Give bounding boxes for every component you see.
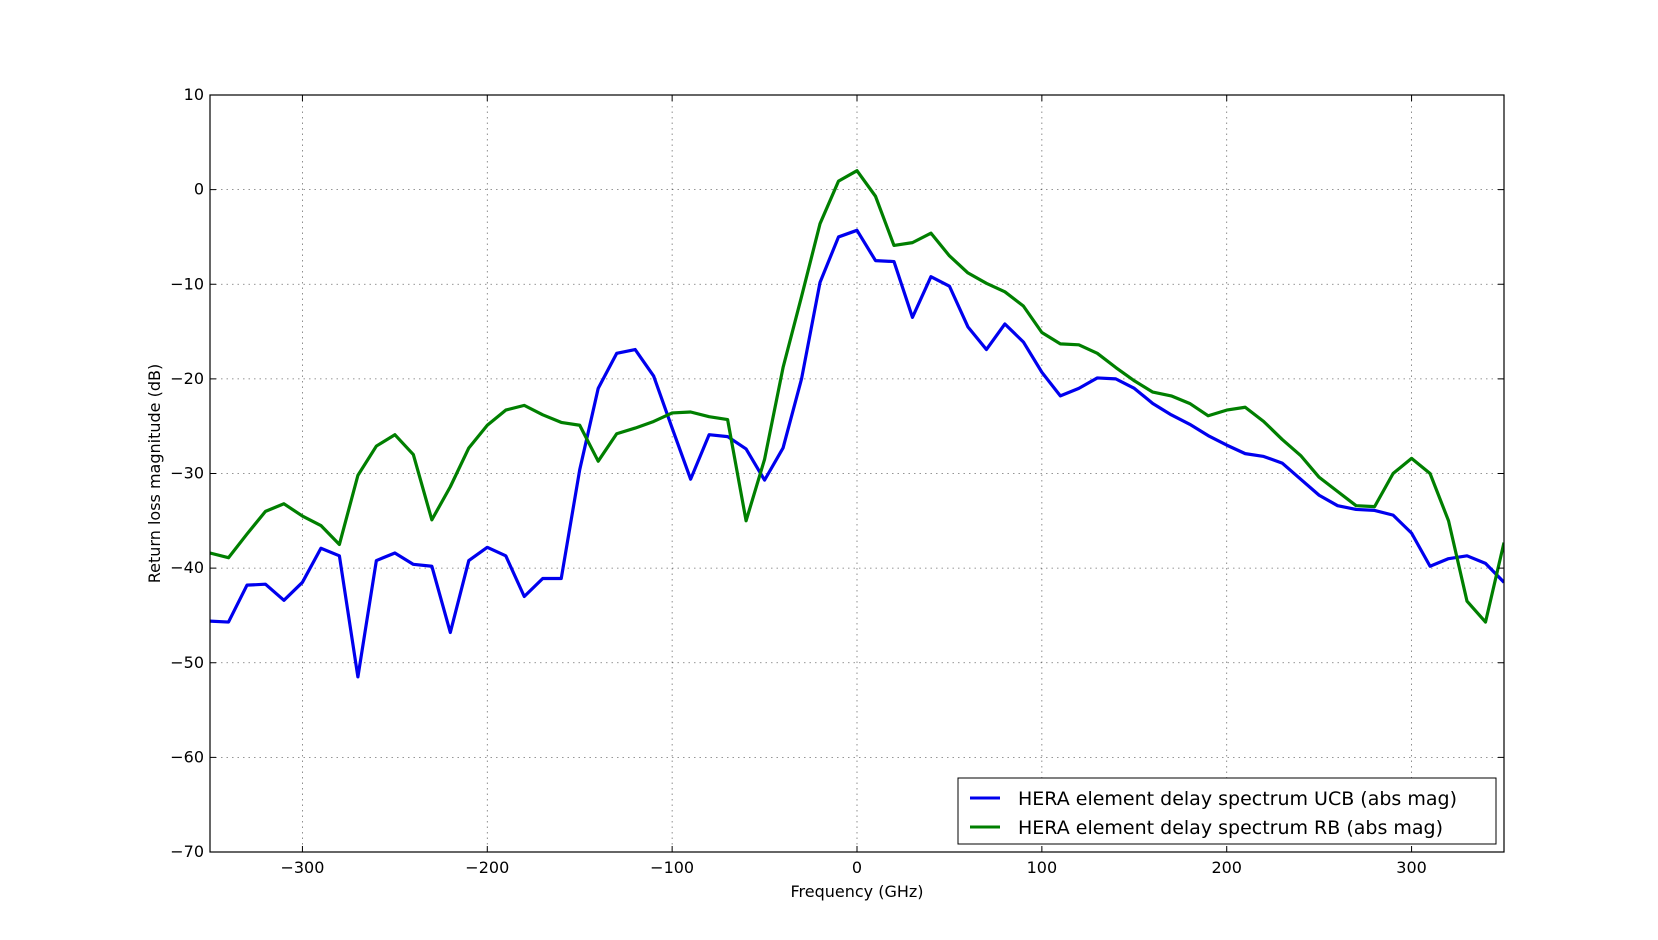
- y-tick-label: −60: [170, 747, 204, 766]
- y-tick-label: −70: [170, 842, 204, 861]
- x-tick-label: 100: [1027, 858, 1058, 877]
- y-axis-label: Return loss magnitude (dB): [145, 364, 164, 583]
- series-line-ucb: [210, 228, 1504, 679]
- x-tick-label: −300: [280, 858, 324, 877]
- y-tick-label: 10: [184, 85, 204, 104]
- legend-label-rb: HERA element delay spectrum RB (abs mag): [1018, 817, 1443, 839]
- y-tick-label: −10: [170, 274, 204, 293]
- y-tick-label: −30: [170, 464, 204, 483]
- y-tick-label: −40: [170, 558, 204, 577]
- ticks: −300 −200 −100 0 100 200 300−70−60−50−40−30−20…: [170, 85, 1504, 877]
- legend-box: [957, 777, 1497, 845]
- y-tick-label: 0: [194, 180, 204, 199]
- x-tick-label: −200: [465, 858, 509, 877]
- legend-label-ucb: HERA element delay spectrum UCB (abs mag…: [1018, 788, 1457, 810]
- y-tick-label: −20: [170, 369, 204, 388]
- x-tick-label: 0: [852, 858, 862, 877]
- x-axis-label: Frequency (GHz): [790, 882, 923, 901]
- series-layer: [210, 169, 1504, 679]
- x-tick-label: −100: [650, 858, 694, 877]
- x-tick-label: 300: [1396, 858, 1427, 877]
- x-tick-label: 200: [1211, 858, 1242, 877]
- legend: HERA element delay spectrum UCB (abs mag…: [957, 777, 1497, 845]
- y-tick-label: −50: [170, 653, 204, 672]
- series-line-rb: [210, 169, 1504, 624]
